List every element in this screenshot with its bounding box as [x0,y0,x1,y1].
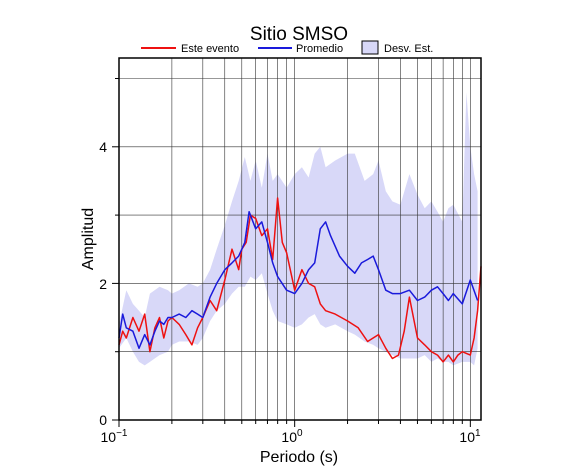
y-axis-title: Amplitud [80,208,97,270]
legend-label-promedio: Promedio [296,43,343,55]
y-tick-label-2: 2 [99,276,107,292]
plot-frame [118,57,482,421]
series-line-este-evento [118,197,482,363]
legend-label-este-evento: Este evento [181,43,239,55]
x-tick-label-0: 10−1 [101,428,128,445]
y-tick-label-4: 4 [99,139,107,155]
std-dev-band [119,92,478,366]
legend-label-desv-est: Desv. Est. [384,43,433,55]
chart-title: Sitio SMSO [250,24,348,45]
x-tick-label-1: 100 [281,428,303,445]
legend: Este evento Promedio Desv. Est. [141,40,433,55]
plot-area [112,57,482,427]
x-axis-title: Periodo (s) [260,449,338,466]
y-tick-label-0: 0 [99,412,107,428]
series-line-promedio [118,210,479,350]
x-tick-labels: 10−1 100 101 [101,428,482,445]
y-tick-labels: 0 2 4 [99,139,107,428]
x-tick-label-2: 101 [459,428,481,445]
legend-swatch-desv-est [361,40,379,55]
